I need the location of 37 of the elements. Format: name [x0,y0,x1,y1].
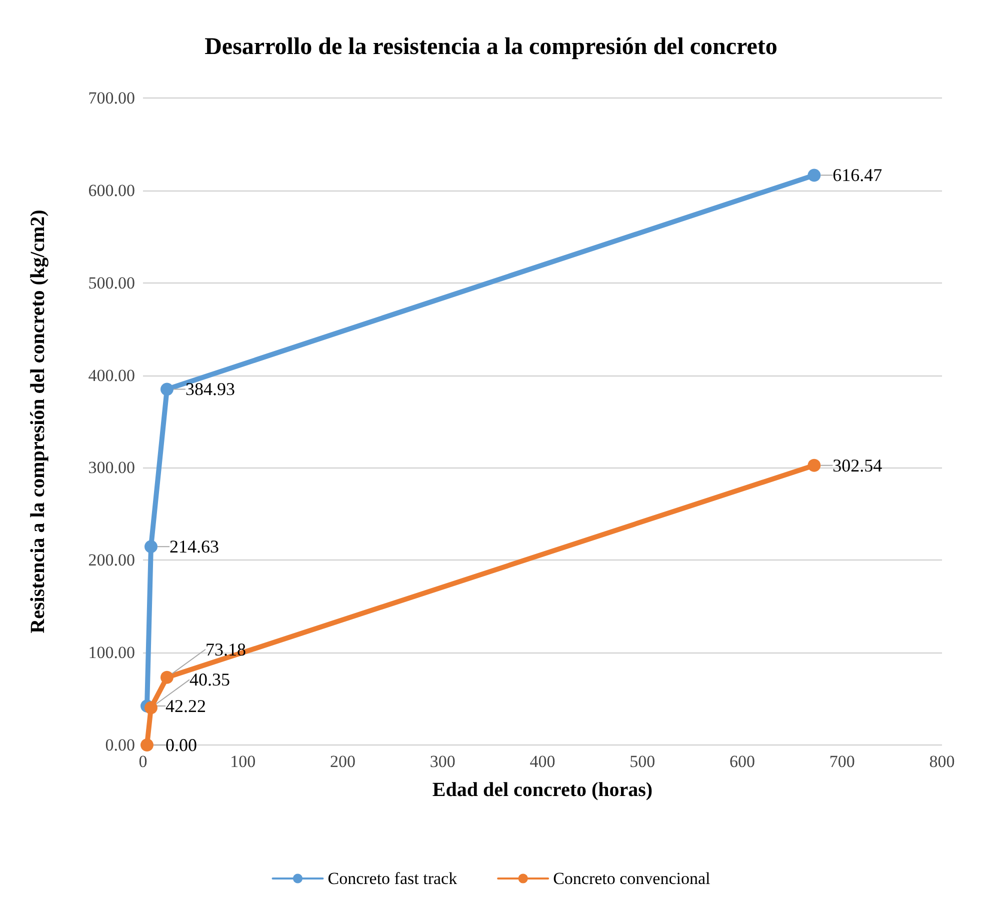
data-label: 616.47 [832,165,882,186]
x-tick-label: 600 [730,752,755,771]
y-tick-label: 300.00 [88,458,135,478]
y-tick-label: 400.00 [88,366,135,385]
point [144,540,158,554]
data-label: 214.63 [169,536,219,557]
point [808,458,821,472]
x-tick-label: 700 [829,752,855,771]
y-tick-label: 600.00 [88,180,135,200]
x-tick-label: 200 [330,752,356,771]
data-label: 384.93 [185,379,235,400]
y-tick-label: 100.00 [88,643,135,662]
data-label: 42.22 [165,696,206,716]
y-tick-label: 700.00 [88,88,135,108]
y-axis-title: Resistencia a la compresión del concreto (kg/cm2) [27,210,49,634]
chart-title: Desarrollo de la resistencia a la compresión del concreto [204,34,778,60]
x-tick-label: 400 [530,752,556,771]
x-tick-label: 300 [430,752,456,771]
x-tick-label: 800 [929,752,955,771]
x-tick-label: 100 [230,752,256,771]
x-tick-label: 0 [138,752,148,771]
y-tick-label: 200.00 [88,550,135,570]
y-tick-label: 0.00 [105,736,135,754]
point [160,382,174,396]
point [144,701,158,714]
y-tick-label: 500.00 [88,273,135,292]
data-label: 40.35 [189,670,230,690]
x-axis-title: Edad del concreto (horas) [432,779,653,801]
data-label: 0.00 [165,735,197,755]
point [160,670,174,684]
data-label: 302.54 [832,455,882,476]
point [140,738,154,752]
legend-label: Concreto convencional [553,869,711,888]
point [808,168,821,182]
data-label: 73.18 [205,639,246,660]
legend-label: Concreto fast track [328,869,458,888]
x-tick-label: 500 [630,752,656,771]
